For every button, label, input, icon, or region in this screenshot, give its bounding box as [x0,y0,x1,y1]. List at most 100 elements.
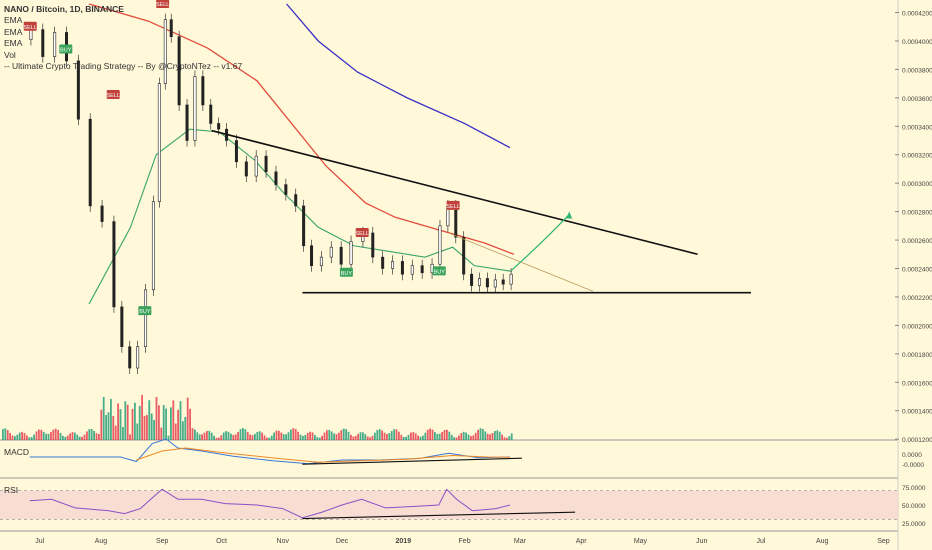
volume-bar [242,428,244,440]
ema-fast-line [88,128,512,305]
volume-bar [506,437,508,440]
volume-bar [165,408,167,440]
volume-bar [470,436,472,440]
volume-bar [90,429,93,440]
volume-bar [426,429,429,440]
volume-bar [311,432,314,440]
volume-bar [138,405,141,440]
volume-bar [359,432,362,440]
volume-bar [268,437,271,440]
volume-bar [486,433,489,440]
volume-bar [371,435,374,440]
candle-body [88,118,92,207]
buy-signal-label: BUY [60,48,72,54]
macd-divergence-line [302,457,522,465]
volume-bar [366,436,369,440]
volume-bar [218,437,220,440]
trendline-resistance [211,129,698,256]
volume-bar [306,432,309,440]
volume-bar [83,434,86,440]
volume-bar [496,430,499,440]
candle-body [462,236,466,275]
time-tick-label: Feb [459,538,471,545]
volume-bar [170,407,172,440]
volume-bar [249,434,251,440]
volume-bar [381,430,383,440]
rsi-pane-label: RSI [4,485,19,495]
buy-signal-label: BUY [341,271,353,277]
time-tick-label: Jul [35,538,44,545]
time-tick-label: Dec [336,538,349,545]
volume-bar [383,432,386,440]
volume-bar [98,434,100,440]
volume-bar [194,429,196,440]
candle-body [163,19,167,84]
volume-bar [402,436,405,440]
time-tick-label: Sep [156,538,169,545]
volume-bar [230,433,232,440]
volume-bar [340,430,343,440]
price-tick-label: 0.0004200 [902,11,932,18]
time-tick-label: Jul [756,538,765,545]
volume-bar [112,415,115,440]
volume-bar [453,437,455,440]
volume-bar [93,430,95,440]
volume-bar [350,434,352,440]
volume-bar [484,431,487,440]
candle-body [209,104,213,124]
volume-bar [189,408,191,440]
volume-bar [227,431,230,440]
sell-signal-label: SELL [156,2,169,8]
volume-bar [14,436,16,440]
candle-body [470,273,474,286]
price-tick-label: 0.0003400 [902,124,932,131]
candle-body [329,246,333,258]
volume-bar [160,427,163,440]
time-tick-label: Mar [514,538,527,545]
volume-bar [21,431,23,440]
volume-bar [52,429,55,440]
volume-bar [57,429,59,440]
volume-bar [28,437,31,440]
legend-volume: Vol [4,49,16,60]
volume-bar [510,433,513,440]
buy-signal-label: BUY [139,309,151,315]
volume-bar [448,431,451,440]
candle-body [509,273,513,285]
volume-bar [134,402,136,440]
volume-bar [443,430,446,440]
candle-body [349,241,353,265]
volume-bar [273,432,275,440]
ema-mid-line [88,3,515,255]
volume-bar [42,431,45,440]
volume-bar [184,416,187,440]
volume-bar [155,397,158,440]
rsi-line [29,488,511,519]
volume-bar [467,434,470,440]
legend-ema-2: EMA [4,26,23,37]
ema-slow-line [286,3,511,149]
projection-arrowhead [566,211,573,219]
candle-body [100,205,104,222]
candle-body [438,225,442,265]
volume-bar [431,429,434,440]
volume-bar [50,432,52,440]
chart-legend: NANO / Bitcoin, 1D, BINANCE EMA EMA EMA … [4,4,242,72]
volume-bar [146,415,148,440]
candle-body [41,29,45,57]
volume-bar [254,433,256,440]
volume-bar [352,436,355,440]
rsi-tick-label: 50.0000 [902,503,926,510]
volume-bar [302,435,304,440]
buy-signal-badge [339,267,353,277]
volume-bar [148,400,151,440]
price-tick-label: 0.0003000 [902,181,932,188]
candles [29,13,513,375]
time-tick-label: Apr [576,538,588,545]
volume-bar [244,429,247,440]
candle-body [151,201,155,291]
volume-bar [314,434,316,440]
volume-bar [285,434,287,440]
candle-body [112,221,116,308]
